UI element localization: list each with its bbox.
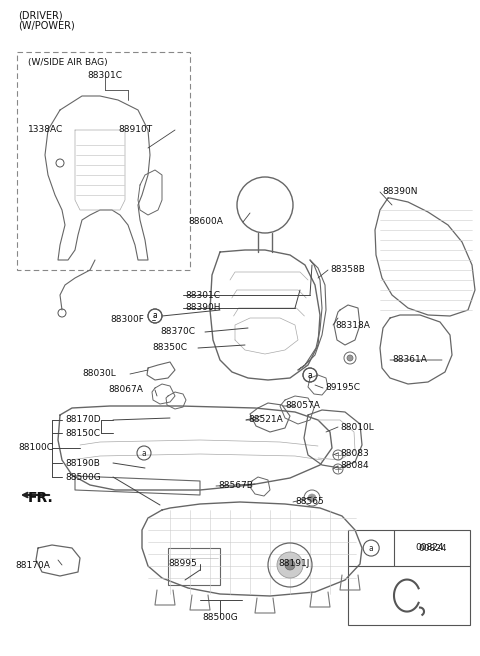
Text: 88390H: 88390H bbox=[185, 304, 220, 312]
Text: 88150C: 88150C bbox=[65, 428, 100, 438]
Text: 88057A: 88057A bbox=[285, 401, 320, 411]
Text: a: a bbox=[308, 371, 312, 380]
Text: (W/SIDE AIR BAG): (W/SIDE AIR BAG) bbox=[28, 58, 108, 66]
Circle shape bbox=[308, 494, 316, 502]
Text: 88100C: 88100C bbox=[18, 443, 53, 453]
Text: 88910T: 88910T bbox=[118, 125, 152, 134]
Text: 88500G: 88500G bbox=[65, 472, 101, 482]
Text: 88350C: 88350C bbox=[152, 344, 187, 352]
Text: 88358B: 88358B bbox=[330, 266, 365, 274]
Text: FR.: FR. bbox=[28, 491, 54, 505]
Text: 88361A: 88361A bbox=[392, 356, 427, 365]
Text: 88084: 88084 bbox=[340, 462, 369, 470]
Text: 88083: 88083 bbox=[340, 449, 369, 457]
Text: 88301C: 88301C bbox=[185, 291, 220, 300]
Text: 00824: 00824 bbox=[418, 544, 446, 552]
Text: 88170A: 88170A bbox=[15, 560, 50, 569]
Text: 88170D: 88170D bbox=[65, 415, 101, 424]
Text: 88370C: 88370C bbox=[160, 327, 195, 337]
Text: 88521A: 88521A bbox=[248, 415, 283, 424]
Text: 88010L: 88010L bbox=[340, 422, 374, 432]
Text: 88191J: 88191J bbox=[278, 560, 310, 569]
Text: 88067A: 88067A bbox=[108, 386, 143, 394]
Bar bbox=[17, 52, 190, 270]
Text: 88030L: 88030L bbox=[82, 369, 116, 379]
Text: 88500G: 88500G bbox=[202, 613, 238, 621]
Text: a: a bbox=[142, 449, 146, 457]
Text: a: a bbox=[153, 312, 157, 321]
Text: a: a bbox=[308, 371, 312, 380]
Text: 1338AC: 1338AC bbox=[28, 125, 63, 134]
Text: 88565: 88565 bbox=[295, 497, 324, 506]
Text: (W/POWER): (W/POWER) bbox=[18, 21, 75, 31]
Circle shape bbox=[285, 560, 295, 570]
Text: (DRIVER): (DRIVER) bbox=[18, 10, 62, 20]
Bar bbox=[348, 530, 470, 625]
Text: 00824: 00824 bbox=[415, 544, 444, 552]
Circle shape bbox=[277, 552, 303, 578]
Text: 88301C: 88301C bbox=[87, 72, 122, 81]
Text: 88390N: 88390N bbox=[382, 188, 418, 197]
Text: 88995: 88995 bbox=[168, 560, 197, 569]
Text: 88567B: 88567B bbox=[218, 482, 253, 491]
Text: 88300F: 88300F bbox=[110, 316, 144, 325]
Text: 88190B: 88190B bbox=[65, 459, 100, 468]
Text: 89195C: 89195C bbox=[325, 384, 360, 392]
Circle shape bbox=[347, 355, 353, 361]
Text: a: a bbox=[369, 544, 373, 552]
Bar bbox=[168, 548, 220, 585]
Text: 88318A: 88318A bbox=[335, 321, 370, 329]
Text: a: a bbox=[153, 312, 157, 321]
Text: 88600A: 88600A bbox=[188, 218, 223, 226]
